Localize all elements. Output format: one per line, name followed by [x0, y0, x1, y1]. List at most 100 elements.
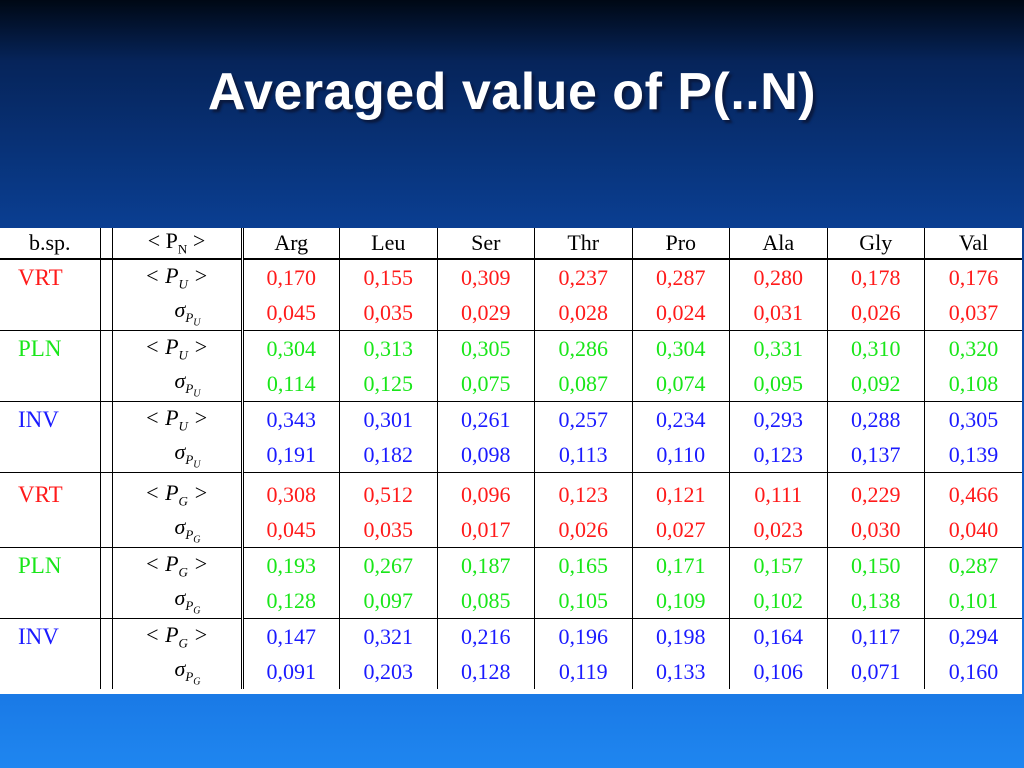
- sigma-value-cell: 0,095: [729, 366, 827, 402]
- spacer-cell: [924, 472, 1022, 477]
- mean-value-cell: 0,176: [924, 259, 1022, 295]
- table-row: VRT < PG >0,308 0,512 0,096 0,123 0,121 0,111 0…: [0, 477, 1022, 512]
- mean-value-cell: 0,147: [241, 618, 340, 654]
- gap-cell: [99, 259, 113, 295]
- mean-value-cell: 0,321: [339, 618, 437, 654]
- sigma-value-cell: 0,119: [534, 654, 632, 689]
- header-col-6: Gly: [826, 228, 925, 260]
- sigma-sub-p: P: [185, 451, 194, 467]
- sigma-label: σ: [174, 513, 186, 539]
- table-row: σPU 0,191 0,182 0,098 0,113 0,110 0,123 0,137 0,…: [0, 437, 1022, 473]
- species-label: [0, 583, 100, 619]
- mean-label-prefix: < P: [144, 404, 179, 430]
- mean-value-cell: 0,288: [826, 401, 925, 437]
- sigma-value-cell: 0,040: [924, 512, 1022, 548]
- header-col-1: Leu: [339, 228, 437, 260]
- header-bsp: b.sp.: [0, 228, 100, 260]
- sigma-sub-param: G: [193, 676, 201, 688]
- sigma-value-cell: 0,138: [826, 583, 925, 619]
- gap-cell: [99, 366, 113, 402]
- mean-value-cell: 0,196: [534, 618, 632, 654]
- header-row: b.sp. < PN > Arg Leu Ser Thr Pro Ala Gly…: [0, 228, 1022, 260]
- mean-param-label: < PU >: [111, 259, 244, 295]
- mean-value-cell: 0,157: [729, 547, 827, 583]
- sigma-label-sub: PU: [185, 381, 200, 400]
- sigma-value-cell: 0,026: [826, 295, 925, 331]
- spacer-cell: [826, 472, 925, 477]
- header-gap: [99, 228, 113, 260]
- sigma-value-cell: 0,045: [241, 512, 340, 548]
- mean-value-cell: 0,305: [924, 401, 1022, 437]
- sigma-value-cell: 0,035: [339, 512, 437, 548]
- mean-value-cell: 0,164: [729, 618, 827, 654]
- mean-value-cell: 0,304: [631, 330, 730, 366]
- mean-label-suffix: >: [187, 262, 209, 288]
- mean-label-sub: U: [178, 418, 188, 434]
- mean-value-cell: 0,331: [729, 330, 827, 366]
- sigma-sub-p: P: [185, 668, 194, 684]
- gap-cell: [99, 618, 113, 654]
- sigma-value-cell: 0,106: [729, 654, 827, 689]
- sigma-label: σ: [174, 655, 186, 681]
- sigma-value-cell: 0,030: [826, 512, 925, 548]
- spacer-cell: [631, 472, 730, 477]
- sigma-sub-p: P: [185, 309, 194, 325]
- sigma-param-label: σPU: [111, 437, 244, 473]
- table-row: σPG 0,091 0,203 0,128 0,119 0,133 0,106 0,071 0,…: [0, 654, 1022, 689]
- mean-value-cell: 0,216: [436, 618, 535, 654]
- table-row: PLN < PU >0,304 0,313 0,305 0,286 0,304 0,331 0…: [0, 330, 1022, 366]
- mean-label-prefix: < P: [144, 550, 179, 576]
- sigma-value-cell: 0,087: [534, 366, 632, 402]
- sigma-value-cell: 0,114: [241, 366, 340, 402]
- mean-value-cell: 0,123: [534, 477, 632, 512]
- sigma-label: σ: [174, 367, 186, 393]
- gap-cell: [99, 583, 113, 619]
- mean-value-cell: 0,286: [534, 330, 632, 366]
- gap-cell: [99, 330, 113, 366]
- sigma-label-sub: PG: [185, 668, 201, 688]
- gap-cell: [99, 512, 113, 548]
- sigma-value-cell: 0,137: [826, 437, 925, 473]
- species-label: [0, 654, 100, 689]
- mean-param-label: < PU >: [111, 401, 244, 437]
- mean-label-suffix: >: [187, 404, 209, 430]
- table-row: INV < PU >0,343 0,301 0,261 0,257 0,234 0,293 0…: [0, 401, 1022, 437]
- gap-cell: [99, 437, 113, 473]
- mean-value-cell: 0,309: [436, 259, 535, 295]
- sigma-value-cell: 0,023: [729, 512, 827, 548]
- mean-value-cell: 0,287: [631, 259, 730, 295]
- sigma-value-cell: 0,101: [924, 583, 1022, 619]
- mean-value-cell: 0,150: [826, 547, 925, 583]
- sigma-value-cell: 0,182: [339, 437, 437, 473]
- sigma-sub-param: G: [193, 534, 201, 546]
- spacer-cell: [436, 472, 535, 477]
- mean-param-label: < PU >: [111, 330, 244, 366]
- gap-cell: [99, 477, 113, 512]
- spacer-cell: [339, 472, 437, 477]
- sigma-label-sub: PU: [185, 451, 200, 471]
- table-row: PLN < PG >0,193 0,267 0,187 0,165 0,171 0,157 0…: [0, 547, 1022, 583]
- mean-label-suffix: >: [187, 479, 209, 505]
- mean-label-sub: G: [178, 493, 188, 509]
- sigma-sub-p: P: [185, 597, 194, 613]
- mean-value-cell: 0,287: [924, 547, 1022, 583]
- species-label: INV: [0, 618, 100, 654]
- sigma-value-cell: 0,139: [924, 437, 1022, 473]
- sigma-value-cell: 0,125: [339, 366, 437, 402]
- header-col-4: Pro: [631, 228, 730, 260]
- spacer-cell: [241, 472, 340, 477]
- mean-value-cell: 0,320: [924, 330, 1022, 366]
- mean-value-cell: 0,198: [631, 618, 730, 654]
- mean-value-cell: 0,121: [631, 477, 730, 512]
- mean-value-cell: 0,237: [534, 259, 632, 295]
- header-col-7: Val: [924, 228, 1022, 260]
- header-pn-prefix: < P: [147, 228, 178, 254]
- sigma-param-label: σPG: [111, 583, 244, 619]
- mean-value-cell: 0,193: [241, 547, 340, 583]
- header-col-5: Ala: [729, 228, 827, 260]
- mean-param-label: < PG >: [111, 618, 244, 654]
- sigma-param-label: σPU: [111, 366, 244, 402]
- table-row: VRT < PU >0,170 0,155 0,309 0,237 0,287 0,280 0…: [0, 259, 1022, 295]
- gap-cell: [99, 547, 113, 583]
- sigma-value-cell: 0,109: [631, 583, 730, 619]
